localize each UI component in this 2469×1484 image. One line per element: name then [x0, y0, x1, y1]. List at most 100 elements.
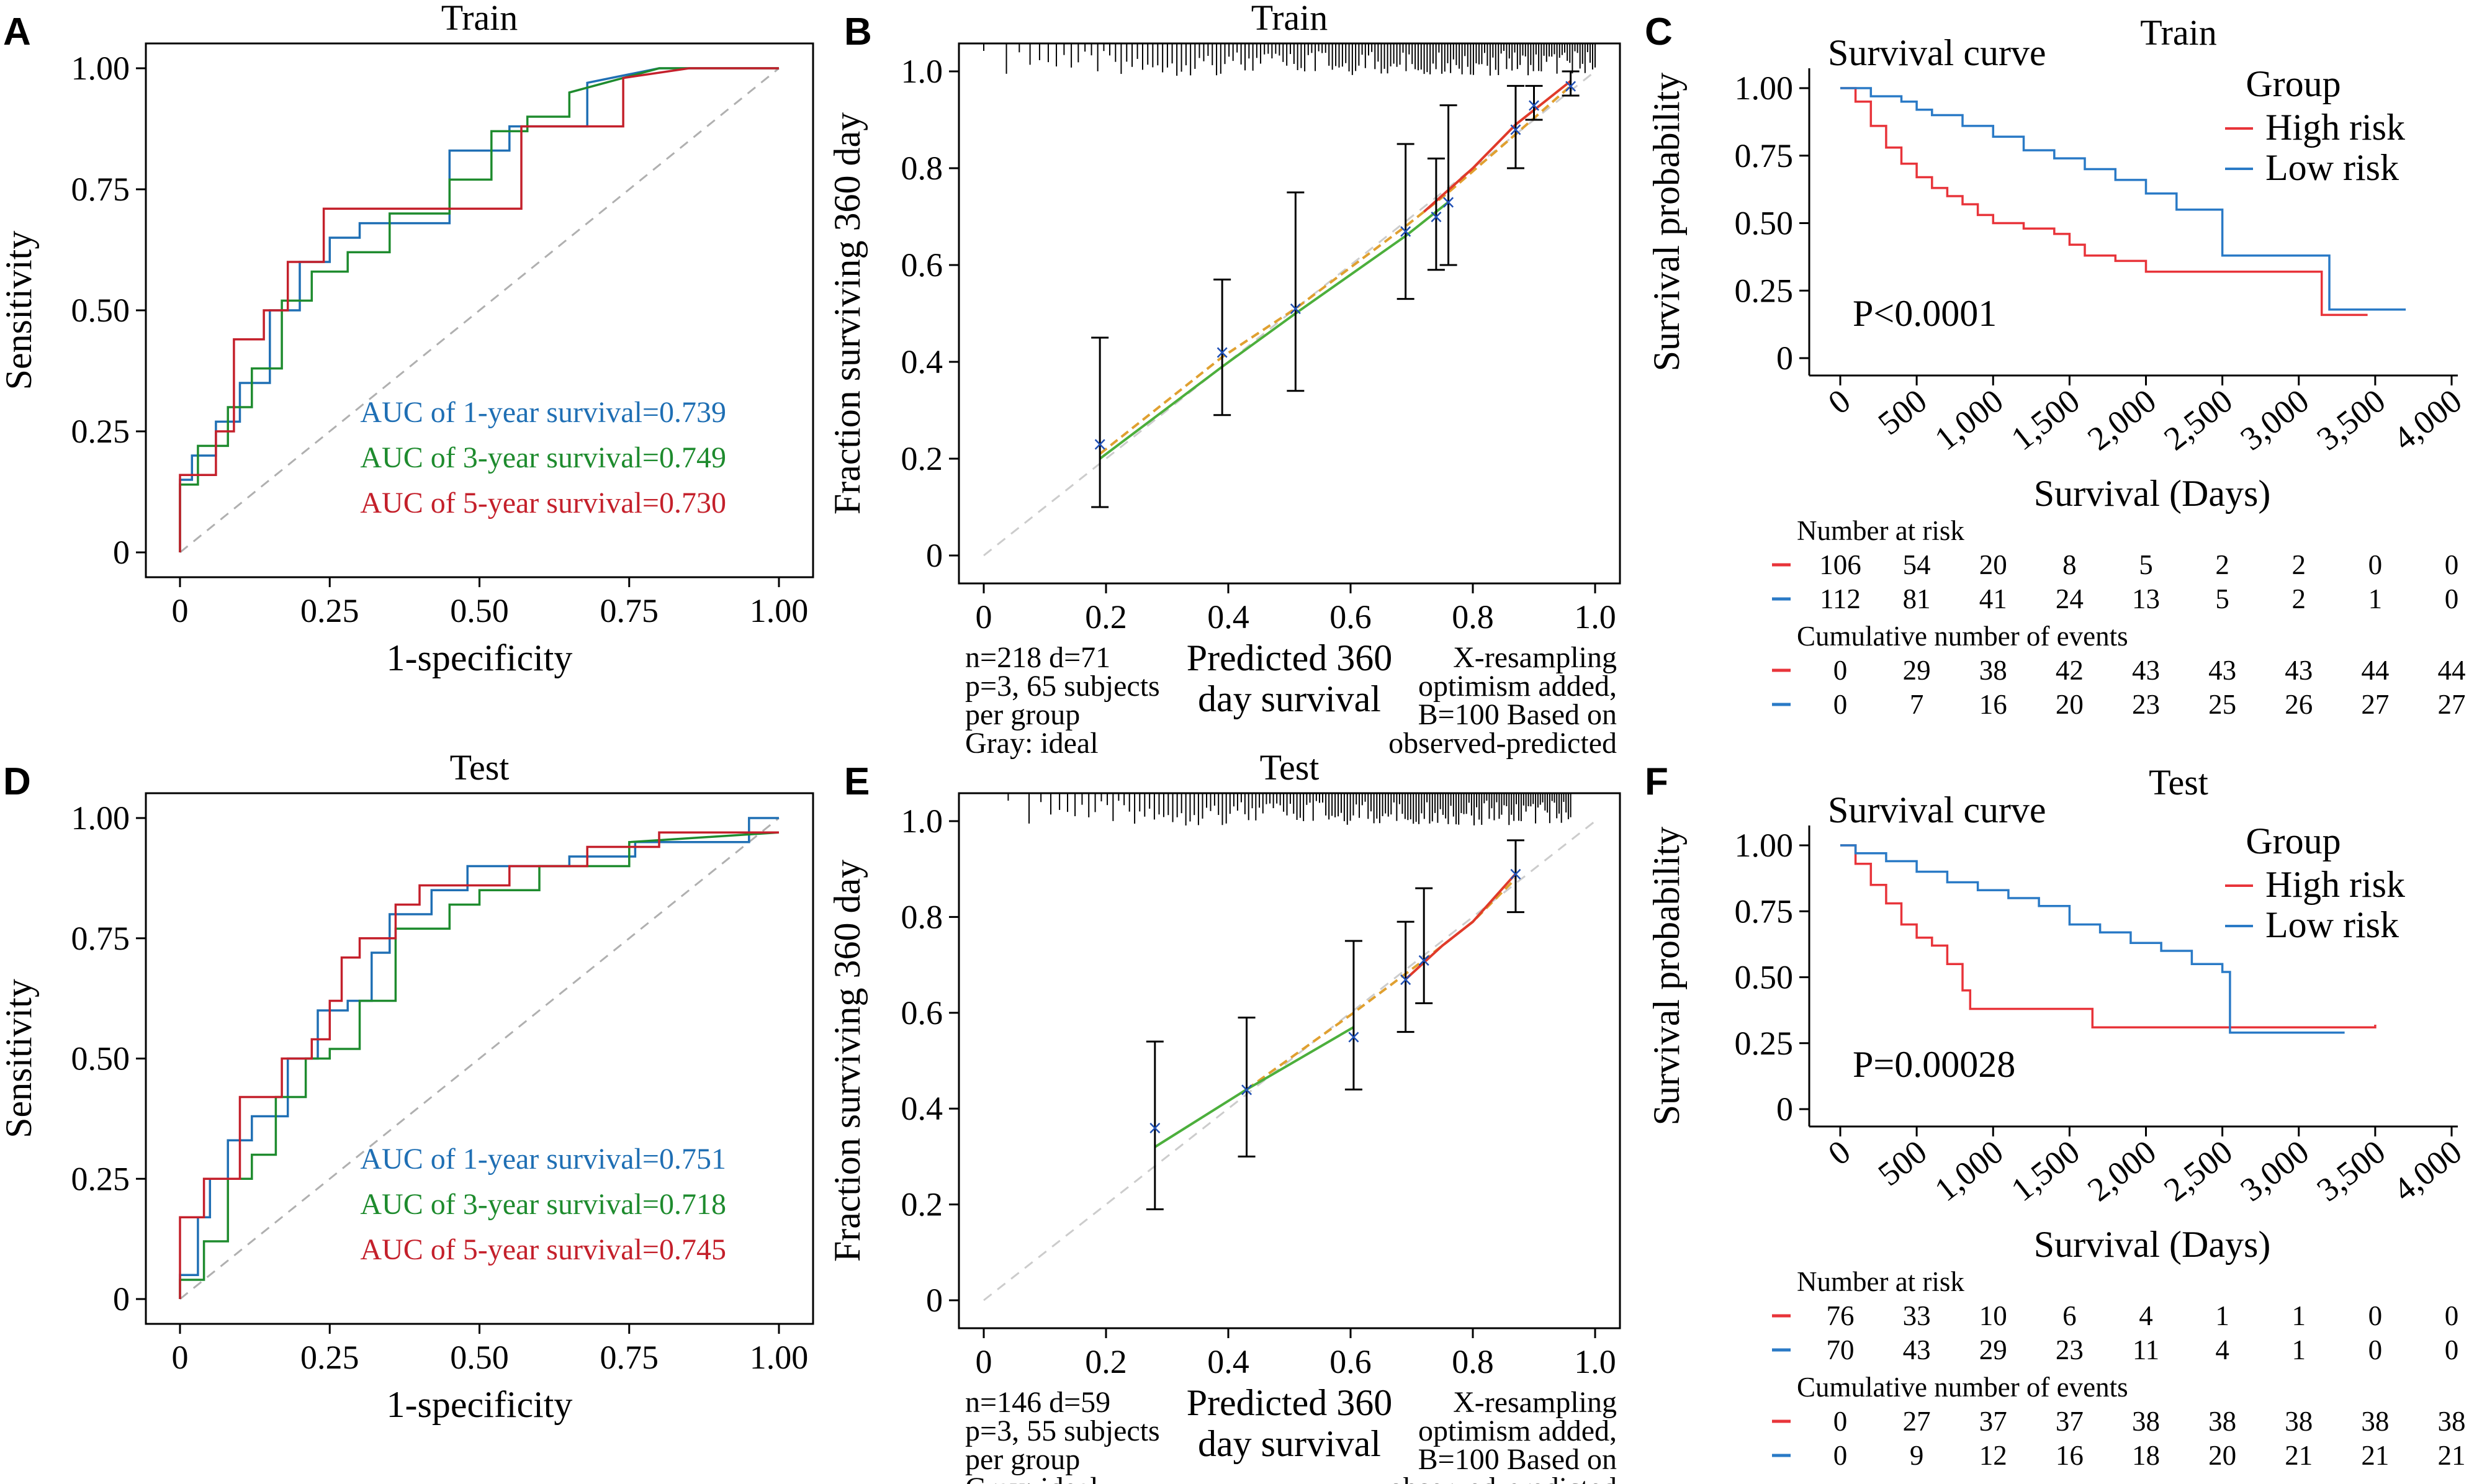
x-tick-label: 0.75 — [600, 1339, 659, 1376]
y-tick-label: 0.25 — [71, 413, 130, 450]
table-cell: 18 — [2132, 1440, 2160, 1471]
table-cell: 0 — [2368, 1334, 2383, 1365]
x-tick-label: 0 — [1821, 382, 1857, 421]
table-cell: 0 — [2445, 1300, 2459, 1331]
chart-title: Train — [2140, 12, 2217, 53]
table-cell: 0 — [1833, 655, 1848, 686]
x-tick-label: 2,500 — [2157, 382, 2239, 457]
data-point: × — [1092, 434, 1108, 456]
table-cell: 2 — [2292, 549, 2306, 580]
note-right-line-4: observed-predicted — [1388, 1472, 1617, 1484]
table-cell: 0 — [1833, 689, 1848, 720]
table-cell: 38 — [1979, 655, 2007, 686]
plot-frame — [958, 792, 1621, 1329]
table-cell: 1 — [2368, 583, 2383, 614]
y-tick-label: 0.75 — [1735, 137, 1794, 174]
data-point: × — [1147, 1117, 1163, 1139]
y-tick-label: 0 — [1776, 1091, 1793, 1128]
data-point: × — [1508, 863, 1523, 885]
x-axis-title-line-2: day survival — [1198, 678, 1381, 719]
data-point: × — [1441, 192, 1456, 214]
legend-entry-3: AUC of 5-year survival=0.745 — [360, 1233, 726, 1266]
y-axis-title: Fraction surviving 360 day — [827, 860, 868, 1262]
x-tick-label: 1,500 — [2004, 382, 2087, 457]
y-tick-label: 0 — [1776, 340, 1793, 377]
x-axis-title-line-1: Predicted 360 — [1187, 637, 1393, 678]
table-cell: 5 — [2215, 583, 2229, 614]
x-tick-label: 1.00 — [750, 592, 809, 629]
x-tick-label: 0.25 — [300, 1339, 359, 1376]
table-cell: 16 — [2056, 1440, 2084, 1471]
table-cell: 1 — [2292, 1334, 2306, 1365]
data-point: × — [1346, 1026, 1361, 1048]
calibration-chart-e: E Test××××××0 0.2 0.4 0.6 0.8 1.000.20.40.60.8… — [827, 747, 1621, 1484]
legend-entry-1: AUC of 1-year survival=0.739 — [360, 396, 726, 429]
y-axis-title: Sensitivity — [0, 231, 39, 390]
panel-label-b: B — [844, 11, 872, 53]
plot-frame — [958, 42, 1621, 585]
y-tick-label: 0.75 — [1735, 893, 1794, 930]
table-cell: 2 — [2215, 549, 2229, 580]
x-tick-label: 3,500 — [2310, 382, 2393, 457]
table-cell: 0 — [2445, 1334, 2459, 1365]
x-tick-label: 1,000 — [1928, 382, 2010, 457]
y-tick-label: 0.25 — [1735, 1025, 1794, 1062]
x-axis-title: Survival (Days) — [2034, 473, 2271, 514]
y-tick-label: 0.75 — [71, 171, 130, 208]
note-left-line-1: n=218 d=71 — [965, 641, 1110, 674]
table-cell: 54 — [1903, 549, 1931, 580]
table-cell: 23 — [2132, 689, 2160, 720]
y-tick-label: 0.6 — [901, 994, 943, 1032]
events-table-title: Cumulative number of events — [1797, 621, 2128, 652]
reference-diagonal — [179, 67, 780, 554]
x-tick-label: 0.4 — [1207, 598, 1249, 636]
rug-marks — [1007, 793, 1572, 825]
table-cell: 0 — [2445, 549, 2459, 580]
table-cell: 42 — [2056, 655, 2084, 686]
roc-curve-3 — [179, 67, 779, 552]
x-axis-title: Predicted 360 day survival — [1187, 1382, 1393, 1464]
note-left-line-1: n=146 d=59 — [965, 1386, 1110, 1419]
legend-entry-2: AUC of 3-year survival=0.718 — [360, 1188, 726, 1221]
x-tick-label: 0.6 — [1329, 1343, 1372, 1380]
x-tick-label: 0 — [172, 592, 189, 629]
legend-title: Group — [2246, 821, 2341, 861]
legend-entry: High risk — [2265, 107, 2405, 148]
chart-title: Train — [1251, 0, 1328, 38]
x-tick-label: 1.0 — [1574, 1343, 1616, 1380]
x-tick-label: 0 — [976, 1343, 992, 1380]
calibration-chart-b: B Train×××××××××0 0.2 0.4 0.6 0.8 1.000.20.40.… — [827, 0, 1621, 760]
table-cell: 43 — [2208, 655, 2236, 686]
x-tick-label: 0 — [172, 1339, 189, 1376]
x-axis-title: 1-specificity — [387, 1384, 573, 1425]
x-tick-label: 0.75 — [600, 592, 659, 629]
y-axis-title: Survival probability — [1646, 827, 1687, 1126]
data-point: × — [1215, 341, 1230, 363]
rug-marks — [983, 43, 1596, 76]
chart-subtitle: Survival curve — [1828, 32, 2046, 73]
roc-curve-2 — [179, 67, 779, 552]
table-cell: 0 — [2368, 549, 2383, 580]
y-tick-label: 0.4 — [901, 1090, 943, 1127]
x-tick-label: 0.8 — [1452, 598, 1494, 636]
x-tick-label: 0.6 — [1329, 598, 1372, 636]
x-tick-label: 0.50 — [450, 1339, 509, 1376]
events-table-title: Cumulative number of events — [1797, 1372, 2128, 1403]
table-cell: 38 — [2361, 1406, 2389, 1437]
table-cell: 0 — [1833, 1406, 1848, 1437]
risk-table-title: Number at risk — [1797, 1266, 1964, 1297]
y-tick-label: 0.50 — [71, 1040, 130, 1077]
table-cell: 11 — [2133, 1334, 2159, 1365]
table-cell: 0 — [1833, 1440, 1848, 1471]
table-cell: 9 — [1910, 1440, 1924, 1471]
table-cell: 25 — [2208, 689, 2236, 720]
legend-entry-3: AUC of 5-year survival=0.730 — [360, 487, 726, 519]
x-tick-label: 3,000 — [2233, 382, 2316, 457]
table-cell: 2 — [2292, 583, 2306, 614]
y-axis-title: Sensitivity — [0, 979, 39, 1138]
x-axis-title: Predicted 360 day survival — [1187, 637, 1393, 719]
